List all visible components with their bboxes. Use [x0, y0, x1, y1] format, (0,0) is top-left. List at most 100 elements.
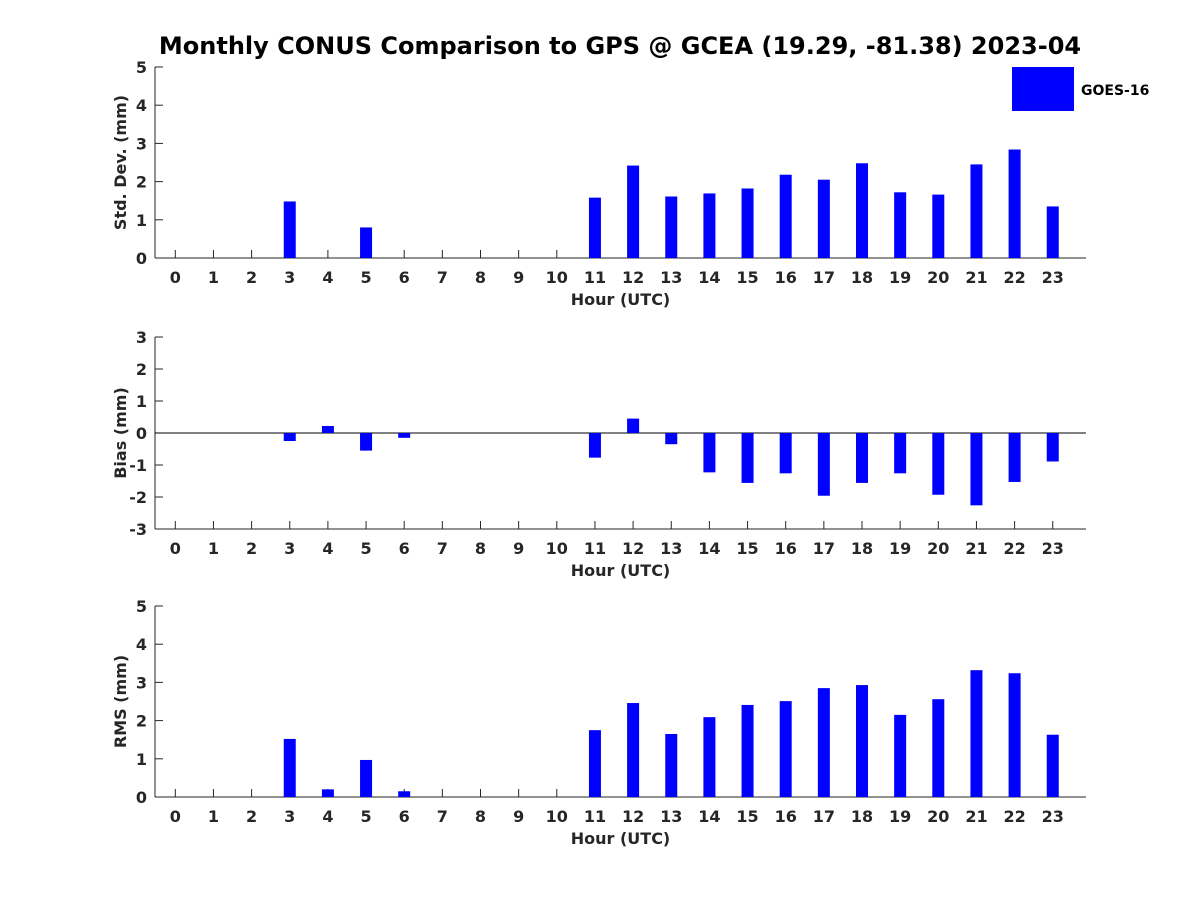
y-tick-label: 5	[136, 597, 147, 616]
bar	[588, 730, 601, 797]
x-tick-label: 11	[584, 539, 606, 558]
x-tick-label: 14	[698, 268, 720, 287]
bar	[398, 433, 411, 438]
y-tick-label: 2	[136, 712, 147, 731]
bar	[588, 197, 601, 258]
x-tick-label: 8	[475, 539, 486, 558]
bar	[856, 433, 868, 483]
bar	[398, 791, 411, 797]
bar	[894, 714, 907, 797]
bar	[665, 733, 678, 797]
bar	[588, 433, 601, 458]
bar	[741, 433, 754, 483]
bar	[932, 699, 945, 797]
x-tick-label: 9	[513, 539, 524, 558]
y-tick-label: 5	[136, 58, 147, 77]
chart-title: Monthly CONUS Comparison to GPS @ GCEA (…	[159, 32, 1081, 60]
y-axis-label: RMS (mm)	[111, 655, 130, 748]
legend-label: GOES-16	[1081, 83, 1149, 99]
y-axis-label: Std. Dev. (mm)	[111, 95, 130, 230]
x-tick-label: 11	[584, 268, 606, 287]
x-tick-label: 8	[475, 268, 486, 287]
bar	[1046, 206, 1059, 258]
x-tick-label: 21	[965, 807, 987, 826]
x-tick-label: 5	[360, 268, 371, 287]
bar	[741, 704, 754, 797]
x-tick-label: 10	[546, 807, 568, 826]
x-tick-label: 19	[889, 539, 911, 558]
x-tick-label: 2	[246, 807, 257, 826]
bar	[1008, 433, 1021, 482]
bar	[360, 433, 373, 451]
x-tick-label: 19	[889, 807, 911, 826]
y-tick-label: 2	[136, 360, 147, 379]
bar	[932, 194, 945, 258]
x-tick-label: 5	[360, 807, 371, 826]
x-tick-label: 12	[622, 268, 644, 287]
x-tick-label: 4	[322, 268, 333, 287]
x-tick-label: 14	[698, 807, 720, 826]
x-tick-label: 2	[246, 539, 257, 558]
bar	[321, 789, 334, 797]
x-axis-label: Hour (UTC)	[571, 290, 671, 309]
bar	[741, 188, 754, 258]
bar	[283, 201, 296, 258]
legend-swatch	[1012, 67, 1074, 111]
bar	[321, 425, 334, 433]
y-tick-label: -2	[129, 488, 147, 507]
x-tick-label: 18	[851, 539, 873, 558]
x-tick-label: 16	[775, 268, 797, 287]
bar	[817, 179, 830, 258]
x-tick-label: 10	[546, 268, 568, 287]
x-tick-label: 23	[1042, 807, 1064, 826]
x-tick-label: 1	[208, 807, 219, 826]
bar	[1046, 433, 1059, 462]
x-tick-label: 6	[399, 268, 410, 287]
x-tick-label: 1	[208, 539, 219, 558]
x-tick-label: 15	[736, 539, 758, 558]
bar	[894, 433, 907, 474]
x-axis-label: Hour (UTC)	[571, 561, 671, 580]
x-tick-label: 0	[170, 539, 181, 558]
y-tick-label: 0	[136, 249, 147, 268]
y-tick-label: 3	[136, 328, 147, 347]
y-tick-label: -1	[129, 456, 147, 475]
y-tick-label: 0	[136, 788, 147, 807]
bar	[817, 433, 830, 496]
x-tick-label: 20	[927, 539, 949, 558]
x-tick-label: 3	[284, 807, 295, 826]
bar	[665, 196, 678, 258]
y-tick-label: -3	[129, 520, 147, 539]
x-tick-label: 15	[736, 807, 758, 826]
x-tick-label: 19	[889, 268, 911, 287]
x-tick-label: 21	[965, 268, 987, 287]
bar	[1046, 734, 1059, 797]
x-tick-label: 7	[437, 807, 448, 826]
x-tick-label: 12	[622, 807, 644, 826]
x-tick-label: 6	[399, 539, 410, 558]
x-tick-label: 9	[513, 268, 524, 287]
bar	[703, 717, 716, 797]
bar	[817, 688, 830, 797]
x-tick-label: 7	[437, 539, 448, 558]
y-tick-label: 1	[136, 211, 147, 230]
x-tick-label: 17	[813, 268, 835, 287]
x-tick-label: 16	[775, 539, 797, 558]
legend: GOES-16	[1012, 67, 1149, 111]
x-tick-label: 22	[1003, 268, 1025, 287]
x-tick-label: 15	[736, 268, 758, 287]
bar	[970, 164, 983, 258]
y-tick-label: 1	[136, 750, 147, 769]
x-tick-label: 4	[322, 807, 333, 826]
x-tick-label: 1	[208, 268, 219, 287]
x-tick-label: 20	[927, 268, 949, 287]
y-tick-label: 1	[136, 392, 147, 411]
x-tick-label: 8	[475, 807, 486, 826]
bar	[283, 433, 296, 441]
x-tick-label: 5	[360, 539, 371, 558]
bar	[856, 685, 868, 797]
x-tick-label: 23	[1042, 268, 1064, 287]
x-tick-label: 13	[660, 539, 682, 558]
